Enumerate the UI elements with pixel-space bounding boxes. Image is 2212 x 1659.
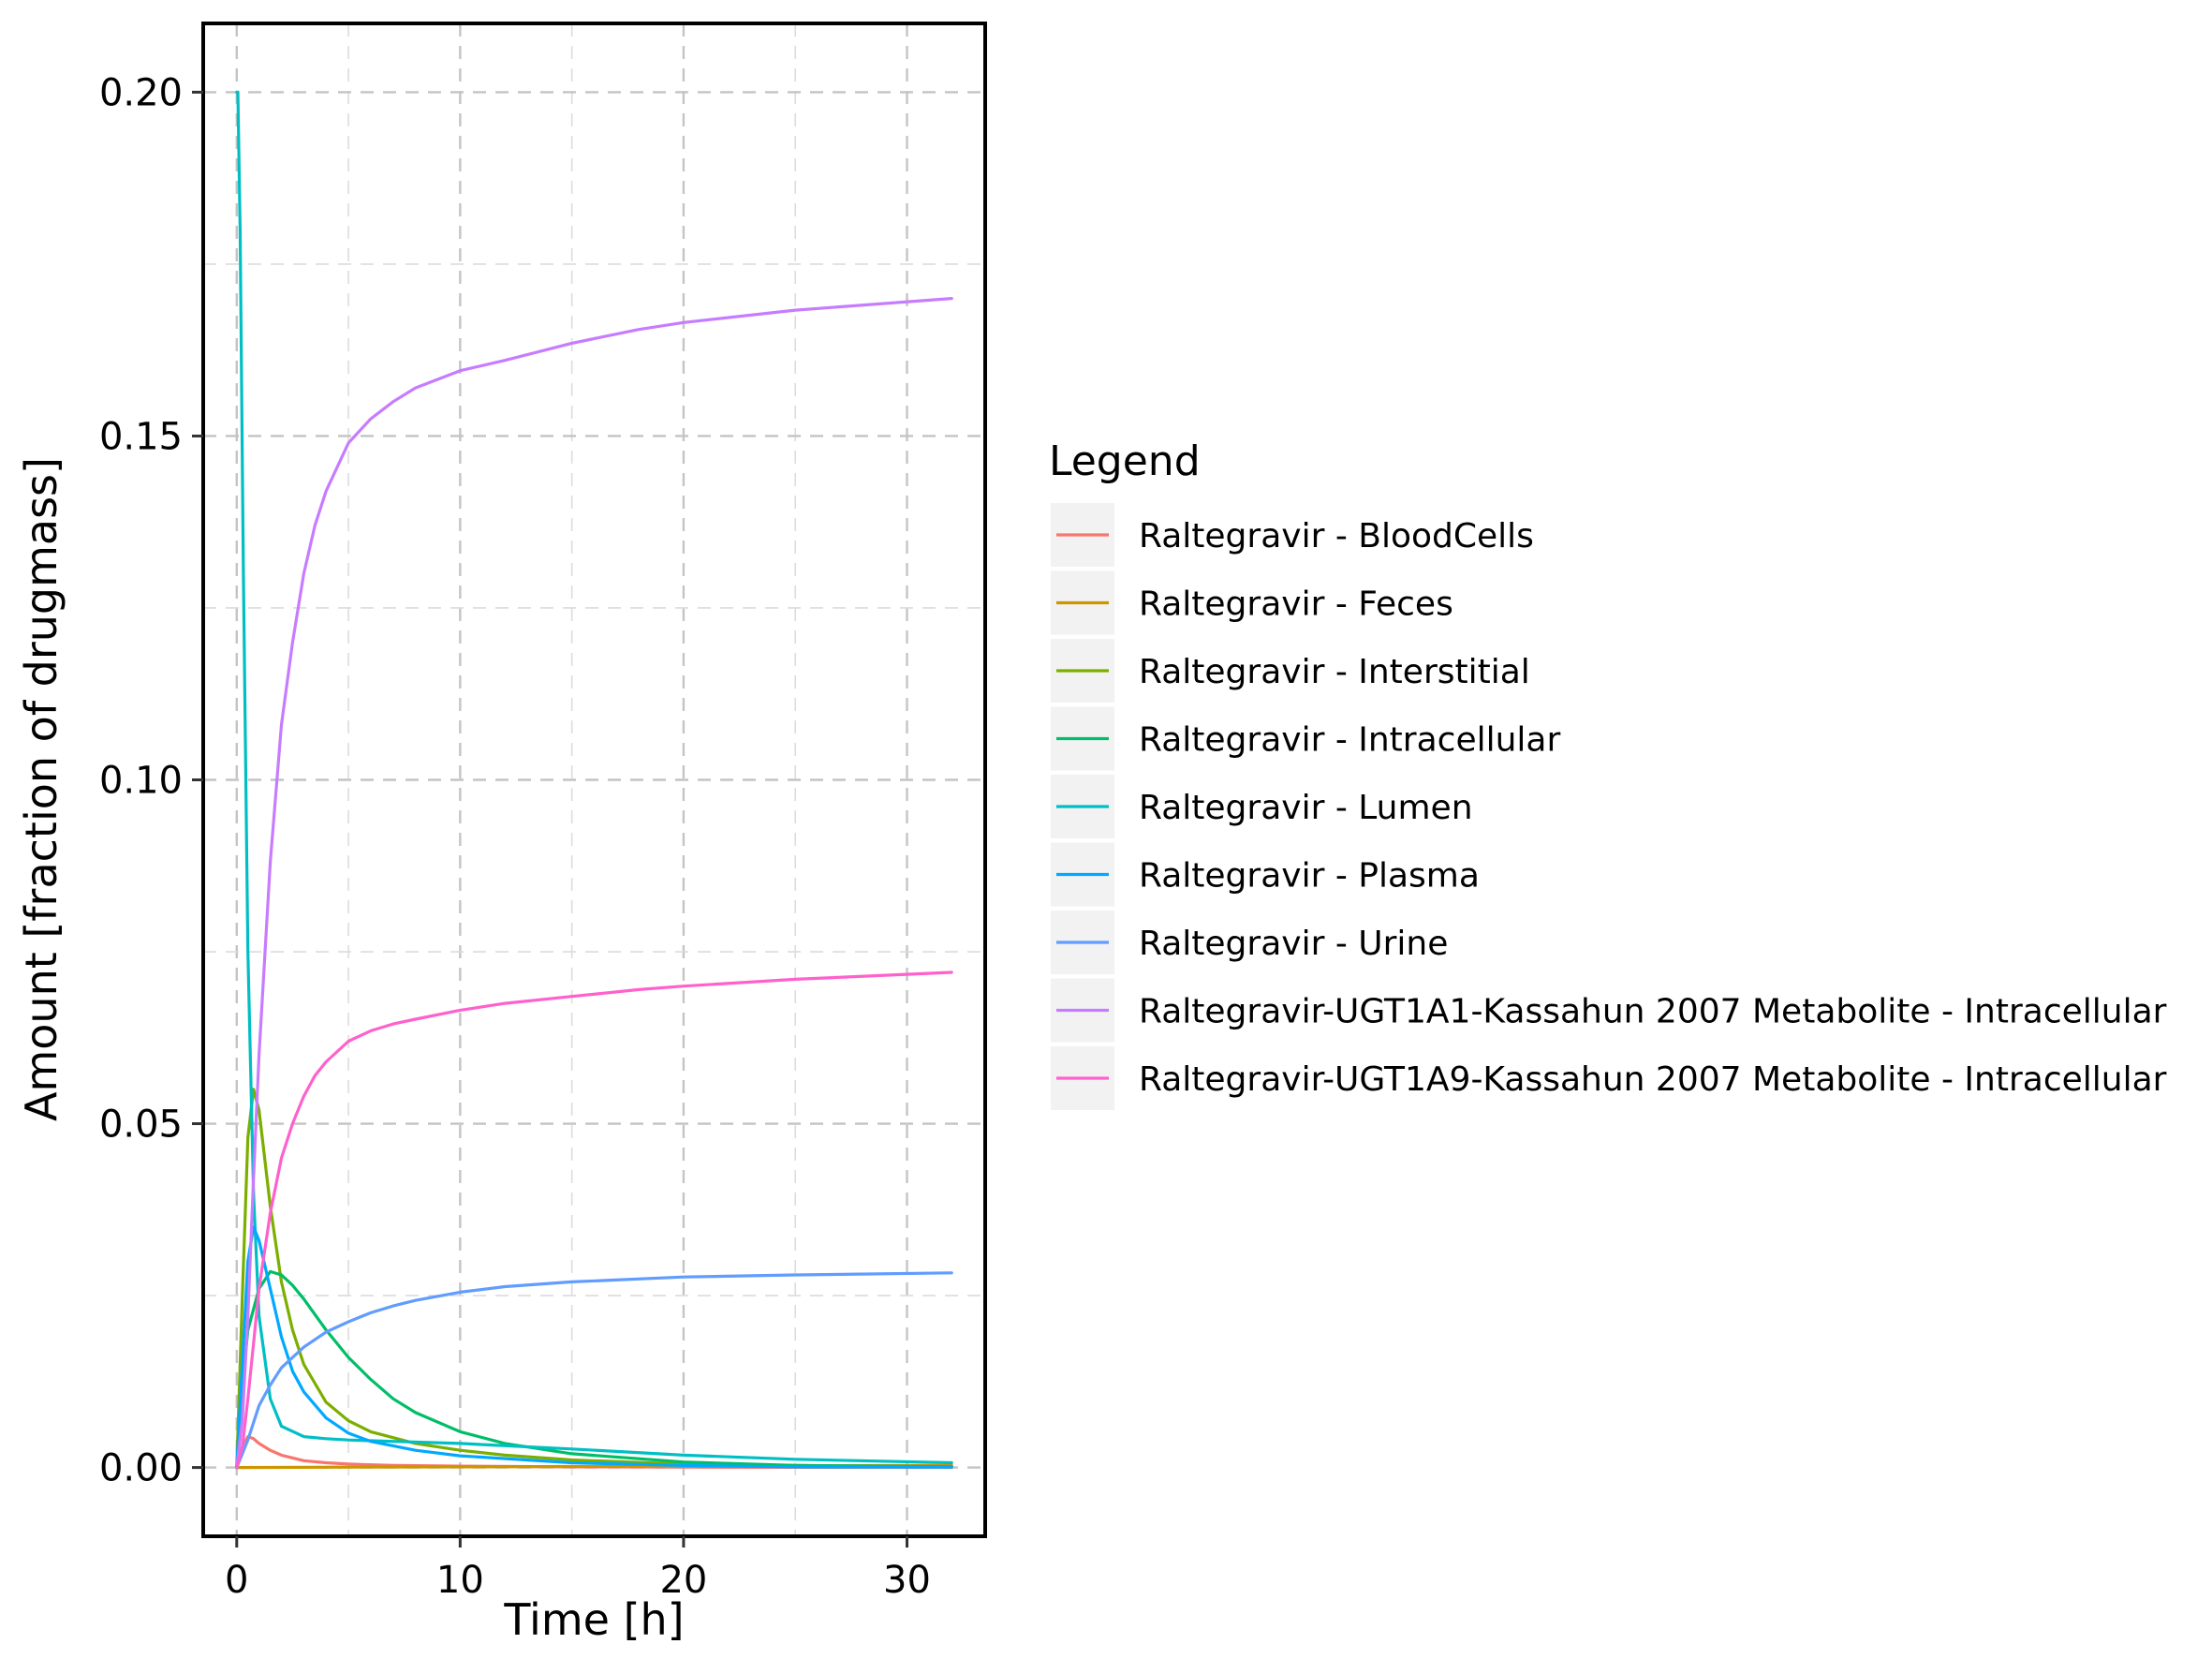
axes: 0 10 20 30 0.00 0.05 0.10 0.15 0.20 — [99, 71, 931, 1602]
series-line — [235, 970, 953, 1470]
grid — [203, 23, 985, 1536]
series-line — [235, 1271, 953, 1470]
series-line — [235, 297, 953, 1470]
x-axis-title: Time [h] — [503, 1594, 684, 1645]
legend-label: Raltegravir - Plasma — [1139, 857, 1480, 896]
legend-label: Raltegravir - Lumen — [1139, 789, 1473, 827]
x-tick-label: 30 — [883, 1559, 931, 1602]
x-tick-label: 10 — [436, 1559, 484, 1602]
legend-label: Raltegravir - BloodCells — [1139, 517, 1534, 555]
x-tick-label: 0 — [225, 1559, 248, 1602]
y-tick-label: 0.20 — [99, 71, 183, 114]
legend: Legend Raltegravir - BloodCells Raltegrav… — [1049, 437, 2167, 1110]
x-tick-label: 20 — [659, 1559, 707, 1602]
y-tick-label: 0.00 — [99, 1447, 183, 1490]
y-tick-label: 0.15 — [99, 415, 183, 458]
series-line — [235, 1225, 953, 1470]
y-axis-title: Amount [fraction of drugmass] — [16, 457, 66, 1121]
series-line — [235, 1269, 953, 1470]
y-tick-label: 0.05 — [99, 1104, 183, 1147]
y-tick-label: 0.10 — [99, 760, 183, 803]
series-line — [235, 90, 953, 1465]
legend-label: Raltegravir - Urine — [1139, 925, 1448, 963]
legend-label: Raltegravir-UGT1A9-Kassahun 2007 Metabol… — [1139, 1060, 2167, 1099]
series-line — [235, 1088, 953, 1470]
legend-label: Raltegravir - Feces — [1139, 585, 1453, 624]
legend-label: Raltegravir - Intracellular — [1139, 721, 1560, 760]
legend-label: Raltegravir-UGT1A1-Kassahun 2007 Metabol… — [1139, 993, 2167, 1031]
series-lines — [235, 90, 953, 1470]
legend-title: Legend — [1049, 437, 1201, 485]
legend-label: Raltegravir - Interstitial — [1139, 653, 1530, 691]
